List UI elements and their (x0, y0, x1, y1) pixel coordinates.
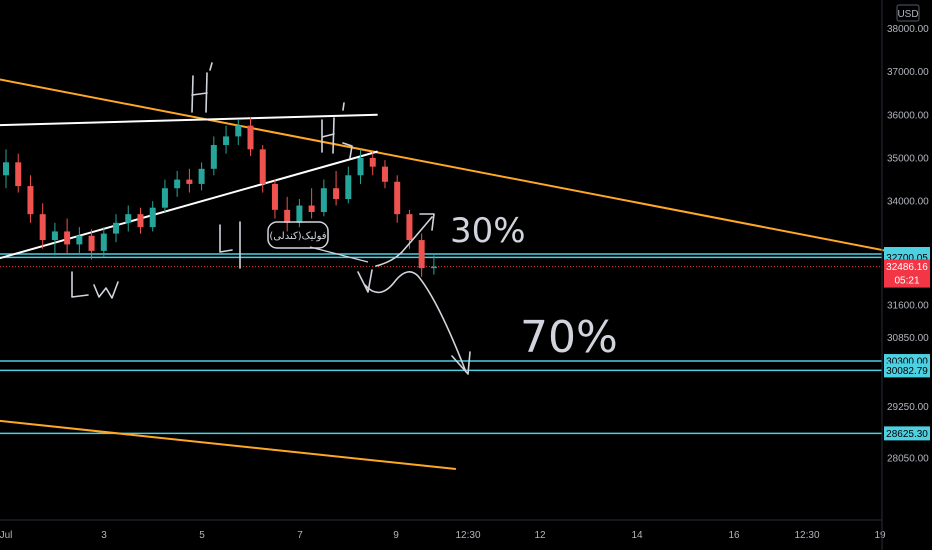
candle-body-1 (15, 162, 22, 187)
candle-body-2 (27, 186, 34, 215)
svg-text:USD: USD (897, 9, 918, 20)
candle-body-32 (394, 181, 401, 215)
candle-body-7 (88, 235, 95, 251)
candle-body-6 (76, 235, 83, 245)
y-axis: 38000.00 37000.00 36000.00 35000.00 34000.00… (881, 0, 930, 550)
arrow-up-stroke (375, 213, 435, 267)
trendline-0[interactable] (0, 61, 921, 259)
last-price-text: 32486.16 (886, 262, 928, 273)
candle-body-23 (284, 209, 291, 223)
y-tick-label: 31600.00 (887, 300, 929, 311)
candle-body-34 (418, 240, 425, 269)
candle-body-33 (406, 214, 413, 241)
level-price-text: 28625.30 (886, 429, 928, 440)
candle-body-20 (247, 125, 254, 150)
x-tick-label: 12:30 (455, 530, 480, 541)
level-price-text: 30082.79 (886, 366, 928, 377)
candle-body-21 (259, 149, 266, 184)
candle-body-18 (223, 136, 230, 146)
candle-body-3 (39, 214, 46, 241)
y-tick-label: 30850.00 (887, 333, 929, 344)
candle-body-30 (369, 158, 376, 167)
candle-body-15 (186, 179, 193, 184)
candle-body-19 (235, 125, 242, 137)
l1-stroke (219, 221, 241, 269)
candle-body-4 (51, 231, 58, 241)
horizontal-levels (0, 253, 882, 435)
candle-body-14 (174, 179, 181, 189)
arrow-down-stroke (364, 271, 471, 375)
y-tick-label: 35000.00 (887, 154, 929, 165)
x-tick-label: 14 (631, 530, 643, 541)
candle-body-29 (357, 158, 364, 176)
candle-body-28 (345, 175, 352, 200)
candle-body-11 (137, 214, 144, 228)
candle-body-22 (271, 183, 278, 210)
countdown-text: 05:21 (894, 276, 919, 287)
x-tick-label: 3 (101, 530, 107, 541)
x-tick-label: 12:30 (794, 530, 819, 541)
candle-series (3, 116, 437, 277)
currency-badge[interactable]: USD (896, 4, 920, 22)
candle-body-35 (430, 266, 437, 269)
level-price-text: 30300.00 (886, 357, 928, 368)
callout-box (267, 221, 329, 249)
candle-body-9 (113, 222, 120, 234)
candle-body-31 (381, 166, 388, 182)
h2-stroke (321, 102, 353, 159)
h1-stroke (191, 62, 213, 113)
x-tick-label: 5 (199, 530, 205, 541)
x-tick-label: 9 (393, 530, 399, 541)
y-tick-label: 34000.00 (887, 197, 929, 208)
callout-pointer (309, 246, 369, 263)
y-tick-label: 29250.00 (887, 402, 929, 413)
candle-body-13 (161, 188, 168, 208)
y-tick-label: 37000.00 (887, 67, 929, 78)
level-price-badge (884, 426, 930, 441)
candle-body-27 (333, 188, 340, 200)
level-price-badge (884, 363, 930, 378)
trendline-2[interactable] (0, 113, 378, 128)
candle-body-25 (308, 205, 315, 212)
callout-text: فولیک(کندلی) (269, 231, 326, 242)
y-tick-label: 36000.00 (887, 110, 929, 121)
candle-body-17 (210, 145, 217, 169)
x-tick-label: 12 (534, 530, 546, 541)
hand-drawn-annotations: فولیک(کندلی) 30% 70% (71, 62, 618, 375)
candle-body-16 (198, 168, 205, 184)
l3-stroke (71, 271, 119, 299)
candle-body-0 (3, 162, 9, 176)
candle-body-24 (296, 205, 303, 223)
candle-body-26 (320, 188, 327, 212)
candle-body-5 (64, 231, 71, 245)
y-tick-label: 28050.00 (887, 454, 929, 465)
candle-body-8 (100, 233, 107, 251)
trendline-1[interactable] (0, 411, 456, 471)
y-tick-label: 38000.00 (887, 24, 929, 35)
x-tick-label: 16 (728, 530, 740, 541)
small-check-stroke (357, 269, 373, 293)
level-price-text: 32700.05 (886, 253, 928, 264)
last-price-badge (884, 259, 930, 288)
candle-body-12 (149, 207, 156, 228)
seventy-percent-label: 70% (520, 312, 618, 363)
x-axis: Jul 3 5 7 9 12:30 12 14 16 12:30 19 (0, 519, 886, 541)
candle-body-10 (125, 214, 132, 223)
thirty-percent-label: 30% (450, 211, 526, 251)
x-tick-label: 7 (297, 530, 303, 541)
x-tick-label: Jul (0, 530, 12, 541)
x-tick-label: 19 (874, 530, 886, 541)
